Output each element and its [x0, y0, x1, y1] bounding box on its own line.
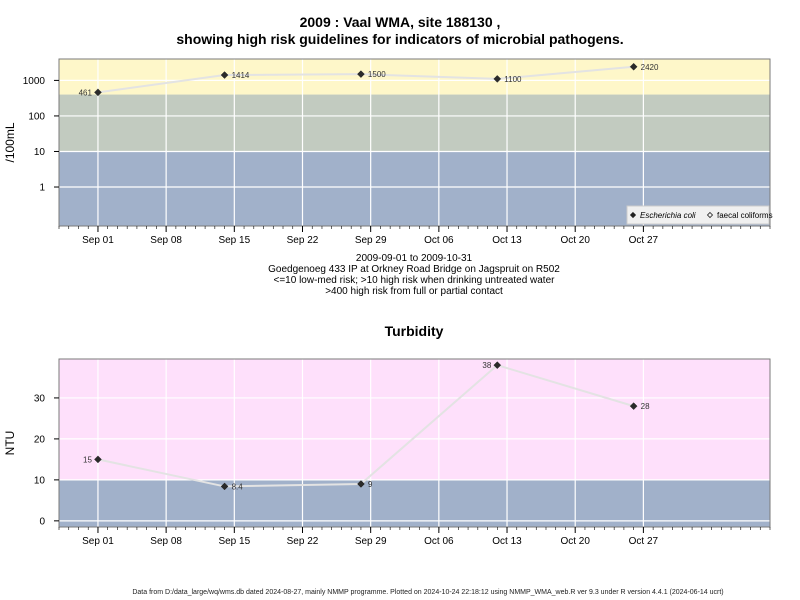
legend: Escherichia coli faecal coliforms	[626, 205, 773, 225]
data-label: 461	[79, 88, 93, 97]
data-label: 38	[482, 361, 491, 370]
x-tick-label: Sep 22	[287, 536, 319, 547]
y-tick-label: 0	[39, 516, 45, 527]
data-label: 2420	[641, 63, 659, 72]
x-tick-label: Oct 13	[492, 235, 522, 246]
data-label: 8.4	[232, 482, 244, 491]
legend-box	[626, 205, 770, 225]
date-range-text: 2009-09-01 to 2009-10-31	[355, 253, 473, 264]
x-tick-label: Sep 29	[355, 235, 387, 246]
data-point	[357, 70, 365, 78]
x-tick-label: Oct 20	[560, 235, 590, 246]
data-point	[493, 361, 502, 369]
x-tick-label: Sep 15	[218, 235, 250, 246]
legend-entry: faecal coliforms	[717, 211, 773, 220]
x-tick-label: Oct 13	[492, 536, 522, 547]
contact-risk-note: >400 high risk from full or partial cont…	[325, 286, 503, 297]
turbidity-title: Turbidity	[384, 323, 444, 339]
risk-band-1	[59, 94, 770, 152]
plot-frame	[58, 58, 771, 227]
x-tick-label: Oct 20	[560, 536, 590, 547]
data-point	[220, 482, 229, 491]
x-tick-label: Sep 08	[150, 536, 182, 547]
y-tick-label: 10	[34, 475, 46, 486]
y-tick-label: 20	[34, 434, 46, 445]
data-point	[220, 71, 229, 79]
y-axis-label: NTU	[3, 431, 17, 456]
y-tick-label: 100	[28, 111, 45, 122]
risk-band-0	[59, 479, 770, 527]
x-tick-label: Sep 01	[82, 536, 114, 547]
plot-area-1: Sep 01 Sep 08 Sep 15 Sep 22 Sep 29 Oct 06 Oct …	[3, 358, 771, 547]
x-tick-label: Sep 29	[355, 536, 387, 547]
drinking-risk-note: <=10 low-med risk; >10 high risk when dr…	[273, 275, 555, 286]
chart-title-line1: 2009 : Vaal WMA, site 188130 ,	[299, 14, 501, 30]
footer-note: Data from D:/data_large/wq/wms.db dated …	[132, 589, 724, 596]
x-tick-label: Oct 06	[424, 536, 454, 547]
data-label: 1414	[232, 71, 250, 80]
data-point	[357, 480, 365, 488]
y-axis-label: /100mL	[3, 122, 17, 162]
legend-marker	[706, 211, 714, 219]
data-label: 1100	[504, 75, 522, 84]
data-point	[629, 62, 638, 71]
site-description-text: Goedgenoeg 433 IP at Orkney Road Bridge …	[268, 264, 560, 275]
x-tick-label: Sep 15	[218, 536, 250, 547]
y-tick-label: 10	[34, 147, 46, 158]
data-point	[493, 75, 502, 83]
legend-marker	[629, 211, 637, 219]
turbidity-chart: Sep 01 Sep 08 Sep 15 Sep 22 Sep 29 Oct 06 Oct …	[3, 358, 771, 547]
data-point	[94, 88, 102, 97]
x-tick-label: Oct 06	[424, 235, 454, 246]
data-label: 28	[641, 402, 650, 411]
x-tick-label: Oct 27	[629, 536, 659, 547]
y-tick-label: 1000	[23, 76, 46, 87]
x-tick-label: Sep 08	[150, 235, 182, 246]
chart-title-line2: showing high risk guidelines for indicat…	[176, 31, 624, 47]
plot-area-0: Sep 01 Sep 08 Sep 15 Sep 22 Sep 29 Oct 06 Oct …	[3, 58, 773, 246]
x-tick-label: Oct 27	[629, 235, 659, 246]
risk-band-1	[59, 359, 770, 480]
data-label: 9	[368, 480, 373, 489]
microbial-chart: Sep 01 Sep 08 Sep 15 Sep 22 Sep 29 Oct 06 Oct …	[3, 58, 773, 246]
x-tick-label: Sep 22	[287, 235, 319, 246]
data-label: 1500	[368, 70, 386, 79]
data-point	[629, 402, 638, 410]
y-tick-label: 1	[39, 183, 45, 194]
y-tick-label: 30	[34, 393, 46, 404]
legend-entry: Escherichia coli	[640, 211, 696, 220]
data-label: 15	[83, 455, 92, 464]
plot-frame	[58, 358, 771, 528]
data-point	[94, 455, 102, 464]
x-tick-label: Sep 01	[82, 235, 114, 246]
